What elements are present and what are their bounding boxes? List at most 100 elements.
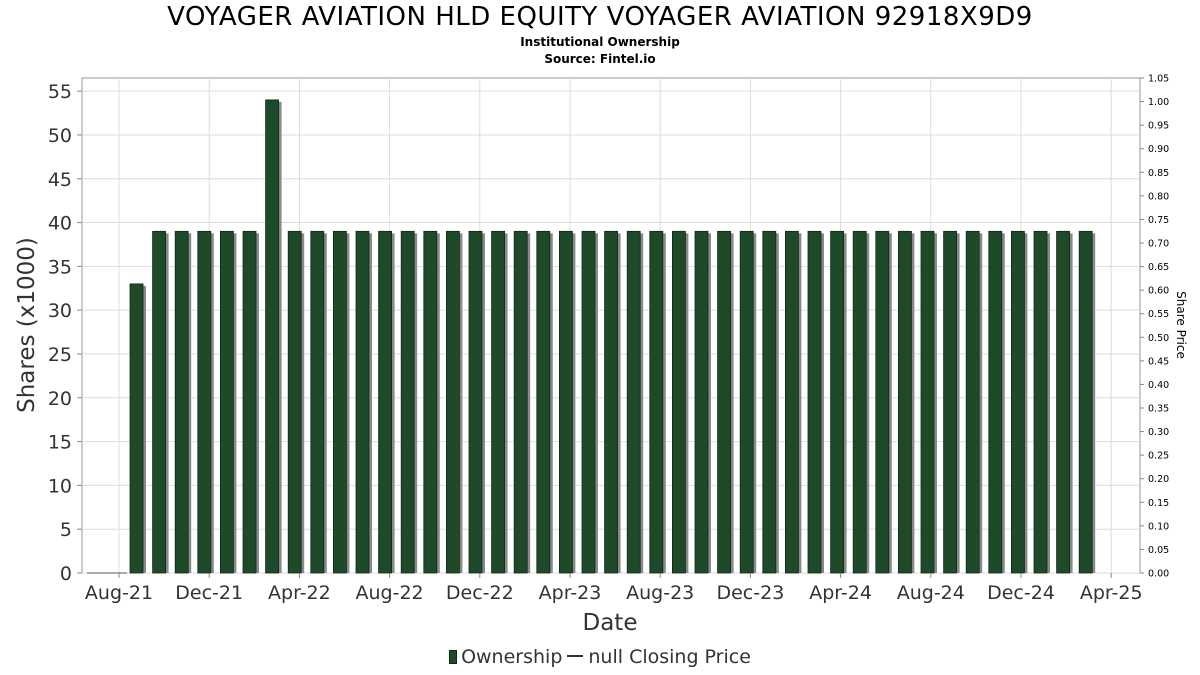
y2-tick-label: 1.00 [1148, 97, 1169, 108]
ownership-bar [152, 230, 167, 574]
y-axis-right: 0.00 0.05 0.10 0.15 0.20 0.25 0.30 0.35 0.40 0.45… [1140, 74, 1169, 580]
legend: Ownership null Closing Price [0, 646, 1200, 668]
ownership-bar [491, 230, 506, 574]
y2-tick-label: 1.05 [1148, 74, 1169, 85]
ownership-bar [1078, 230, 1093, 574]
y-tick-label: 5 [60, 519, 72, 541]
y2-tick-label: 0.35 [1148, 404, 1169, 415]
ownership-bar [965, 230, 980, 574]
x-tick-label: Dec-22 [446, 582, 514, 604]
y2-tick-label: 0.45 [1148, 356, 1169, 367]
ownership-bar [332, 230, 347, 574]
ownership-bar [898, 230, 912, 574]
x-tick-label: Dec-21 [175, 582, 243, 604]
y2-tick-label: 0.85 [1148, 168, 1169, 179]
bar-series-ownership [87, 99, 1096, 574]
chart-source: Source: Fintel.io [544, 52, 656, 66]
x-tick-label: Apr-23 [539, 582, 602, 604]
ownership-bar [1033, 230, 1048, 574]
ownership-bar [265, 99, 280, 574]
y2-tick-label: 0.60 [1148, 286, 1169, 297]
y-axis-title: Shares (x1000) [14, 237, 40, 413]
x-axis: Aug-21 Dec-21 Apr-22 Aug-22 Dec-22 Apr-23 Aug-… [85, 573, 1143, 604]
x-tick-label: Dec-24 [987, 582, 1055, 604]
y2-tick-label: 0.30 [1148, 427, 1169, 438]
y-tick-label: 15 [48, 432, 72, 454]
y-tick-label: 50 [48, 125, 72, 147]
ownership-bar [649, 230, 664, 574]
chart-subtitle: Institutional Ownership [520, 35, 680, 49]
ownership-bar [943, 230, 957, 574]
y-tick-label: 10 [48, 475, 72, 497]
ownership-bar [513, 230, 528, 574]
ownership-bar [1011, 230, 1025, 574]
y-tick-label: 0 [60, 563, 72, 585]
ownership-bar [785, 230, 799, 574]
ownership-bar [445, 230, 460, 574]
ownership-bar [672, 230, 686, 574]
x-tick-label: Aug-23 [626, 582, 694, 604]
y2-tick-label: 0.80 [1148, 191, 1169, 202]
legend-ownership-label: Ownership [461, 646, 563, 668]
chart-title: VOYAGER AVIATION HLD EQUITY VOYAGER AVIA… [167, 2, 1033, 32]
ownership-bar [762, 230, 777, 574]
y-tick-label: 55 [48, 81, 72, 103]
ownership-bar [626, 230, 641, 574]
y2-tick-label: 0.40 [1148, 380, 1169, 391]
y-tick-label: 20 [48, 388, 72, 410]
y2-tick-label: 0.55 [1148, 309, 1169, 320]
ownership-bar [988, 230, 1003, 574]
ownership-bar [287, 230, 302, 574]
y2-tick-label: 0.20 [1148, 474, 1169, 485]
y2-tick-label: 0.65 [1148, 262, 1169, 273]
ownership-bar [920, 230, 935, 574]
ownership-bar [468, 230, 483, 574]
ownership-bar [852, 230, 867, 574]
ownership-bar [581, 230, 596, 574]
y2-tick-label: 0.70 [1148, 239, 1169, 250]
ownership-bar [174, 230, 189, 574]
y2-tick-label: 0.00 [1148, 569, 1169, 580]
ownership-bar [717, 230, 731, 574]
y-axis-left: 0 5 10 15 20 25 30 35 40 45 50 55 [48, 81, 82, 585]
y-tick-label: 40 [48, 213, 72, 235]
ownership-bar [536, 230, 551, 574]
x-tick-label: Apr-24 [809, 582, 872, 604]
ownership-bar [1056, 230, 1070, 574]
ownership-bar [242, 230, 257, 574]
y-tick-label: 45 [48, 169, 72, 191]
ownership-bar [400, 230, 415, 574]
y-tick-label: 30 [48, 300, 72, 322]
y2-tick-label: 0.05 [1148, 545, 1169, 556]
ownership-bar [310, 230, 325, 574]
ownership-bar [219, 230, 234, 574]
x-tick-label: Aug-24 [897, 582, 965, 604]
y-tick-label: 35 [48, 256, 72, 278]
x-tick-label: Aug-21 [85, 582, 153, 604]
x-tick-label: Dec-23 [716, 582, 784, 604]
ownership-bar [129, 283, 144, 574]
ownership-bar [739, 230, 754, 574]
y-tick-label: 25 [48, 344, 72, 366]
y2-tick-label: 0.10 [1148, 521, 1169, 532]
y2-axis-title: Share Price [1174, 291, 1188, 359]
ownership-bar [197, 230, 212, 574]
ownership-bar [830, 230, 844, 574]
ownership-bar [604, 230, 618, 574]
legend-price-label: null Closing Price [588, 646, 751, 668]
ownership-bar [694, 230, 709, 574]
y2-tick-label: 0.15 [1148, 498, 1169, 509]
price-legend-swatch [567, 655, 584, 657]
ownership-bar [807, 230, 822, 574]
y2-tick-label: 0.75 [1148, 215, 1169, 226]
ownership-bar [559, 230, 573, 574]
ownership-legend-swatch [449, 650, 458, 664]
x-tick-label: Apr-25 [1080, 582, 1143, 604]
x-tick-label: Aug-22 [356, 582, 424, 604]
y2-tick-label: 0.50 [1148, 333, 1169, 344]
y2-tick-label: 0.25 [1148, 451, 1169, 462]
x-axis-title: Date [583, 610, 638, 636]
ownership-bar [875, 230, 890, 574]
y2-tick-label: 0.95 [1148, 121, 1169, 132]
